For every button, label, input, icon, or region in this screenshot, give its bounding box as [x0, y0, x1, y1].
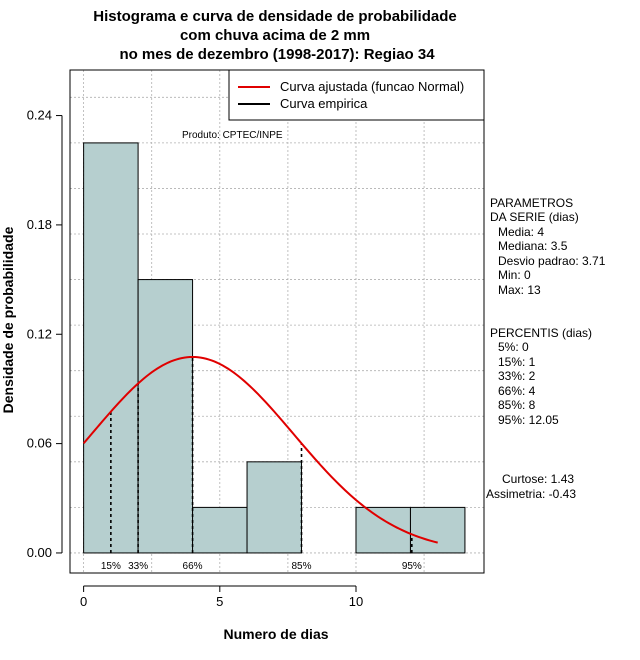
- percentile-33: 33%: 2: [498, 369, 536, 383]
- percentile-66: 66%: 4: [498, 384, 536, 398]
- x-tick-label: 5: [216, 594, 223, 609]
- chart-title-line-3: no mes de dezembro (1998-2017): Regiao 3…: [119, 46, 435, 63]
- histogram-bar: [192, 506, 248, 554]
- percentile-85: 85%: 8: [498, 398, 536, 412]
- percentile-label: 33%: [128, 561, 148, 572]
- percentiles-panel: PERCENTIS (dias) 5%: 0 15%: 1 33%: 2 66%…: [490, 326, 592, 427]
- x-tick-label: 0: [80, 594, 87, 609]
- x-axis-label: Numero de dias: [223, 626, 328, 642]
- legend-box: [228, 69, 485, 121]
- percentile-5: 5%: 0: [498, 340, 529, 354]
- percentile-15: 15%: 1: [498, 355, 536, 369]
- shape-stats-panel: Curtose: 1.43 Assimetria: -0.43: [486, 472, 576, 501]
- histogram-bars: [83, 142, 466, 554]
- histogram-bar: [246, 461, 303, 554]
- histogram-bar: [137, 279, 194, 554]
- normal-curve-path: [82, 355, 438, 544]
- parameters-panel: PARAMETROS DA SERIE (dias) Media: 4 Medi…: [490, 196, 606, 297]
- parameters-header-2: DA SERIE (dias): [490, 210, 579, 224]
- y-axis: 0.00 0.06 0.12 0.18 0.24: [27, 108, 63, 560]
- legend: Curva ajustada (funcao Normal) Curva emp…: [228, 69, 485, 121]
- x-axis: 0 5 10: [80, 585, 363, 609]
- param-media: Media: 4: [498, 225, 544, 239]
- param-desvio: Desvio padrao: 3.71: [498, 254, 606, 268]
- percentiles-header: PERCENTIS (dias): [490, 326, 592, 340]
- chart-title-line-2: com chuva acima de 2 mm: [180, 27, 370, 44]
- percentile-label: 85%: [292, 561, 312, 572]
- x-tick-label: 10: [349, 594, 363, 609]
- parameters-header-1: PARAMETROS: [490, 196, 573, 210]
- histogram-bar: [409, 506, 466, 554]
- y-tick-label: 0.18: [27, 217, 52, 232]
- y-tick-label: 0.00: [27, 545, 52, 560]
- percentile-lines: 15% 33% 66% 85% 95%: [101, 356, 422, 572]
- y-axis-label: Densidade de probabilidade: [0, 226, 16, 413]
- percentile-label: 15%: [101, 561, 121, 572]
- assimetria-value: Assimetria: -0.43: [486, 487, 576, 501]
- chart-title-line-1: Histograma e curva de densidade de proba…: [93, 8, 456, 25]
- param-max: Max: 13: [498, 283, 541, 297]
- legend-label-empirical: Curva empirica: [280, 96, 368, 111]
- y-tick-label: 0.12: [27, 326, 52, 341]
- normal-fit-curve: [82, 355, 438, 544]
- param-min: Min: 0: [498, 268, 531, 282]
- percentile-95: 95%: 12.05: [498, 413, 559, 427]
- percentile-label: 95%: [402, 561, 422, 572]
- legend-label-normal: Curva ajustada (funcao Normal): [280, 79, 464, 94]
- product-annotation: Produto: CPTEC/INPE: [182, 130, 283, 141]
- y-tick-label: 0.06: [27, 436, 52, 451]
- curtose-value: Curtose: 1.43: [502, 472, 574, 486]
- y-tick-label: 0.24: [27, 108, 52, 123]
- param-mediana: Mediana: 3.5: [498, 239, 568, 253]
- percentile-label: 66%: [183, 561, 203, 572]
